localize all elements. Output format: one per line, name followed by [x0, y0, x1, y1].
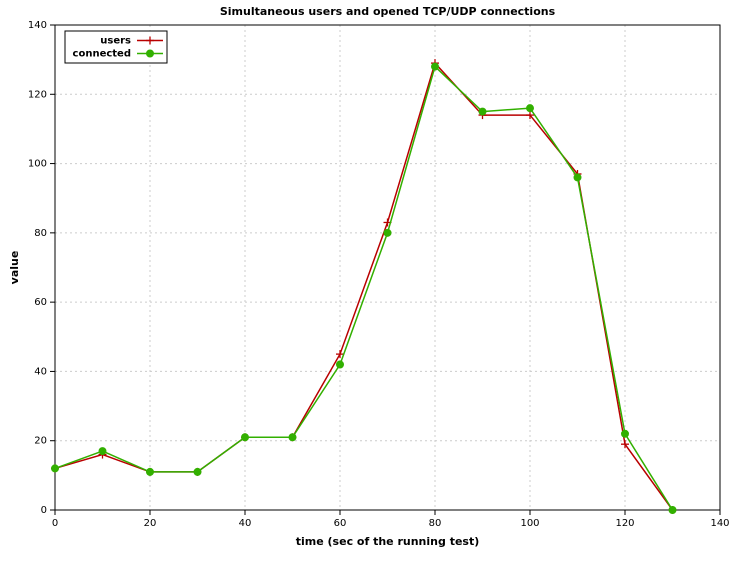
x-tick-label: 40	[239, 518, 252, 529]
series-connected-marker	[479, 108, 486, 115]
x-tick-label: 140	[710, 518, 729, 529]
y-tick-label: 140	[28, 20, 47, 31]
x-tick-label: 20	[144, 518, 157, 529]
y-tick-label: 120	[28, 89, 47, 100]
y-tick-label: 0	[41, 505, 47, 516]
y-tick-label: 40	[34, 366, 47, 377]
line-chart: 0 20 40 60 80 100 120 140 0 20 40 60 80 100 120 140 Simu…	[0, 0, 750, 563]
chart-title: Simultaneous users and opened TCP/UDP co…	[220, 5, 556, 18]
x-tick-label: 100	[520, 518, 539, 529]
y-tick-label: 100	[28, 159, 47, 170]
series-connected-marker	[289, 434, 296, 441]
series-connected-marker	[669, 507, 676, 514]
series-connected-marker	[147, 468, 154, 475]
series-connected-marker	[242, 434, 249, 441]
x-axis-label: time (sec of the running test)	[296, 535, 480, 548]
x-tick-label: 120	[615, 518, 634, 529]
series-connected-marker	[432, 63, 439, 70]
legend-label-users: users	[100, 36, 131, 47]
x-tick-label: 60	[334, 518, 347, 529]
series-connected-marker	[622, 430, 629, 437]
x-tick-label: 0	[52, 518, 58, 529]
plot-area	[55, 25, 720, 510]
series-connected-marker	[574, 174, 581, 181]
series-connected-marker	[194, 468, 201, 475]
y-axis-label: value	[8, 251, 21, 285]
y-tick-label: 20	[34, 436, 47, 447]
series-connected-marker	[52, 465, 59, 472]
y-tick-label: 60	[34, 297, 47, 308]
series-connected-marker	[99, 448, 106, 455]
series-connected-marker	[337, 361, 344, 368]
legend-label-connected: connected	[73, 49, 131, 60]
x-tick-label: 80	[429, 518, 442, 529]
chart-container: 0 20 40 60 80 100 120 140 0 20 40 60 80 100 120 140 Simu…	[0, 0, 750, 563]
y-tick-label: 80	[34, 228, 47, 239]
series-connected-marker	[384, 229, 391, 236]
series-connected-marker	[527, 105, 534, 112]
